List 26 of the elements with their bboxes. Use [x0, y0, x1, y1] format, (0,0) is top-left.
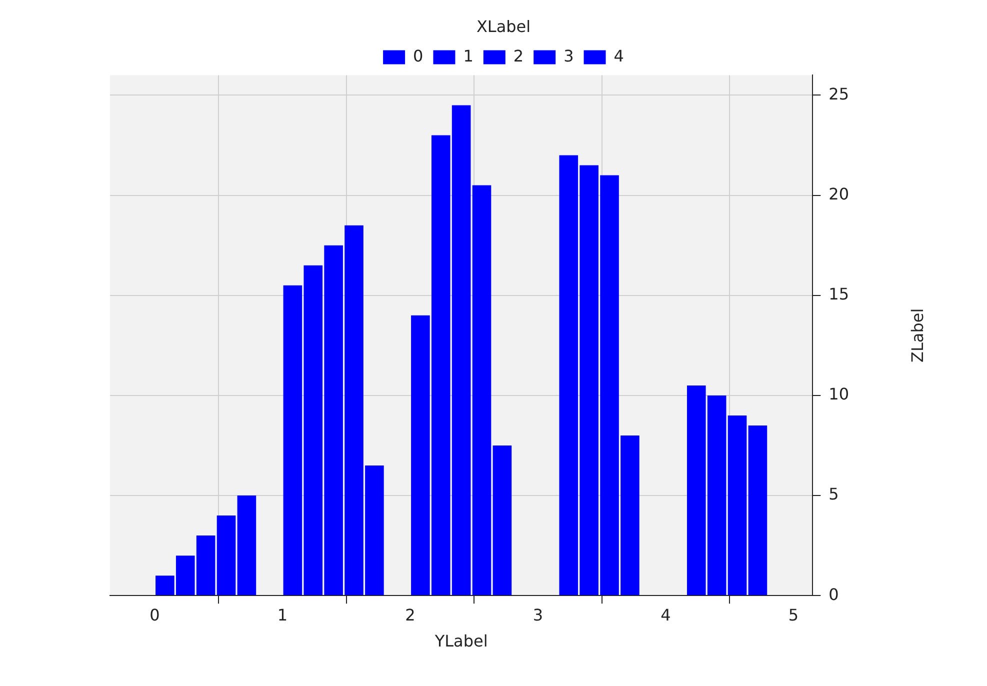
- legend-label: 0: [413, 46, 424, 66]
- legend-label: 4: [614, 46, 624, 66]
- bar: [472, 185, 492, 596]
- legend-label: 2: [513, 46, 524, 66]
- bar: [216, 516, 236, 596]
- y-tick-label: 20: [828, 184, 849, 204]
- y-tick-label: 0: [828, 584, 839, 604]
- bar: [728, 415, 747, 596]
- x-axis-title: YLabel: [434, 632, 488, 651]
- bar: [748, 425, 768, 596]
- x-tick-label: 4: [660, 605, 671, 624]
- y-axis-title: ZLabel: [908, 308, 928, 362]
- x-tick-label: 5: [788, 605, 799, 624]
- bar: [237, 496, 256, 596]
- bar: [492, 445, 512, 596]
- x-tick-label: 3: [532, 605, 544, 624]
- legend-label: 1: [463, 46, 474, 66]
- y-tick-label: 25: [828, 84, 849, 104]
- x-tick-label: 1: [277, 605, 288, 624]
- legend-label: 3: [564, 46, 574, 66]
- y-tick-label: 15: [828, 284, 849, 304]
- x-tick-label: 2: [405, 605, 416, 624]
- y-tick-label: 10: [828, 384, 849, 404]
- y-tick-label: 5: [828, 484, 839, 504]
- legend-title: XLabel: [476, 17, 531, 36]
- x-tick-label: 0: [150, 605, 160, 624]
